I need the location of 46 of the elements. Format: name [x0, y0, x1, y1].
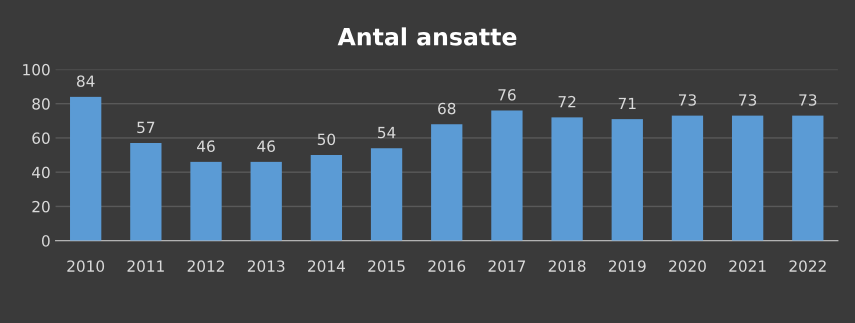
- y-tick-label: 80: [32, 98, 50, 110]
- data-label: 46: [197, 140, 215, 152]
- bar: [190, 162, 222, 241]
- chart-title: Antal ansatte: [338, 27, 516, 46]
- bar: [551, 117, 583, 241]
- data-label: 50: [318, 134, 336, 146]
- data-label: 46: [257, 140, 275, 152]
- x-tick-label: 2020: [669, 260, 706, 272]
- data-label: 54: [378, 126, 396, 138]
- data-label: 84: [76, 75, 95, 87]
- x-tick-label: 2021: [729, 260, 766, 272]
- x-tick-label: 2010: [67, 260, 104, 272]
- y-tick-label: 100: [23, 64, 50, 76]
- x-tick-label: 2015: [368, 260, 405, 272]
- x-tick-label: 2017: [488, 260, 526, 272]
- bar: [250, 162, 282, 241]
- data-label: 57: [137, 122, 154, 134]
- x-tick-label: 2011: [128, 260, 164, 272]
- x-tick-label: 2016: [428, 260, 466, 272]
- x-tick-label: 2014: [308, 260, 345, 272]
- bar: [612, 119, 643, 241]
- data-label: 68: [438, 102, 456, 114]
- bar: [310, 155, 342, 241]
- data-label: 73: [739, 94, 756, 106]
- y-tick-label: 60: [32, 132, 50, 144]
- data-label: 71: [618, 98, 636, 109]
- x-tick-label: 2013: [248, 260, 284, 272]
- data-label: 72: [558, 96, 576, 108]
- bar: [491, 110, 523, 241]
- y-tick-label: 0: [42, 235, 50, 247]
- y-tick-label: 20: [32, 200, 50, 212]
- bar: [130, 143, 162, 241]
- bar: [70, 96, 102, 241]
- bar: [792, 116, 824, 241]
- x-tick-label: 2022: [789, 260, 826, 272]
- bar: [732, 116, 764, 241]
- data-label: 76: [498, 89, 516, 101]
- x-tick-label: 2012: [188, 260, 224, 272]
- data-label: 73: [799, 94, 816, 106]
- x-tick-label: 2018: [548, 260, 586, 272]
- bar: [431, 124, 462, 241]
- y-tick-label: 40: [32, 166, 50, 178]
- bar: [370, 148, 402, 241]
- bar: [672, 116, 704, 241]
- x-tick-label: 2019: [608, 260, 646, 272]
- data-label: 73: [678, 94, 696, 106]
